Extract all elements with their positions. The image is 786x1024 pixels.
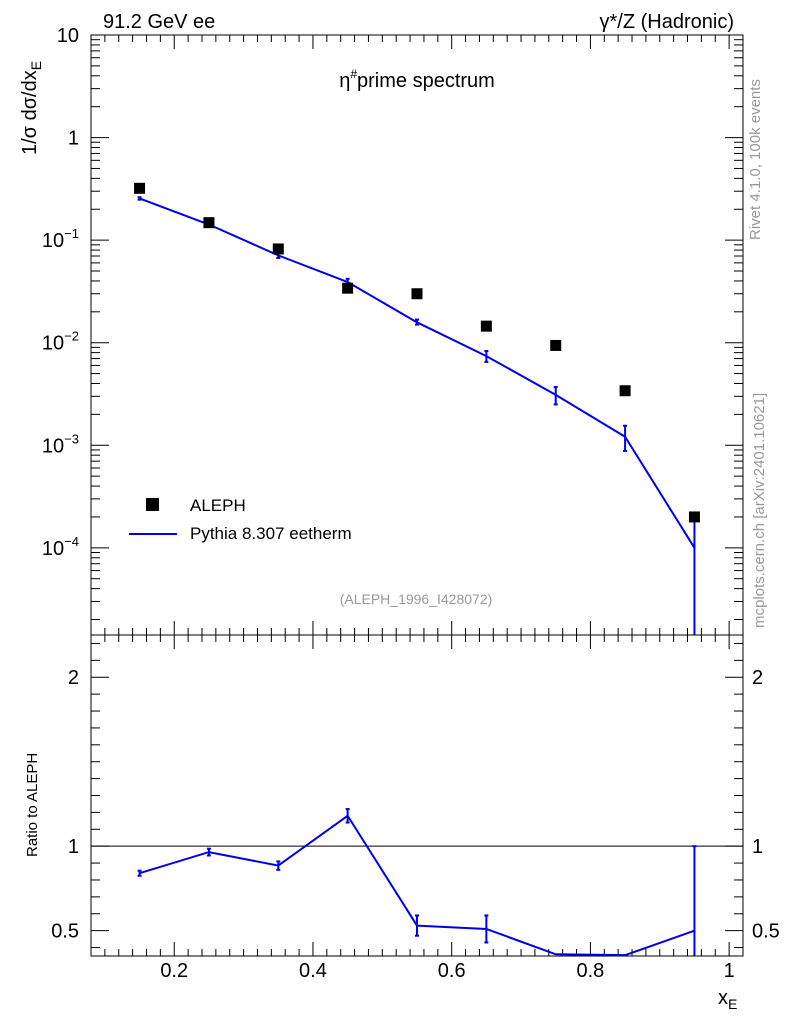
legend: ALEPH Pythia 8.307 eetherm — [129, 496, 352, 543]
energy-label: 91.2 GeV ee — [103, 11, 215, 33]
y-tick-label: 10−4 — [42, 534, 79, 560]
data-point — [480, 320, 492, 332]
legend-data-label: ALEPH — [190, 496, 246, 515]
data-point — [619, 385, 631, 397]
upper-axis-ticks — [90, 34, 743, 635]
upper-panel: 10 1 10−1 10−2 10−3 10−4 η#prime spectrum 1/σ… — [19, 25, 744, 636]
data-point — [411, 288, 423, 300]
plot-title: η#prime spectrum — [339, 67, 495, 92]
analysis-id: (ALEPH_1996_I428072) — [340, 591, 493, 607]
lower-tick-labels: 0.5 0.5 1 1 2 2 0.2 0.4 0.6 0.8 1 — [51, 667, 780, 982]
upper-y-axis-label: 1/σ dσ/dxE — [19, 61, 44, 155]
ratio-y-tick-label: 0.5 — [51, 921, 79, 943]
upper-frame — [90, 34, 744, 636]
mcplots-label: mcplots.cern.ch [arXiv:2401.10621] — [751, 393, 768, 628]
y-tick-label: 1 — [68, 128, 79, 150]
data-point — [688, 511, 700, 523]
ratio-error-bars — [137, 808, 697, 956]
lower-y-axis-label: Ratio to ALEPH — [24, 753, 41, 857]
y-tick-label: 10−3 — [42, 431, 79, 457]
x-tick-label: 0.8 — [576, 960, 604, 982]
rivet-version-label: Rivet 4.1.0, 100k events — [747, 79, 764, 240]
lower-panel: 0.5 0.5 1 1 2 2 0.2 0.4 0.6 0.8 1 Ratio to ALEPH x… — [24, 634, 780, 1012]
lower-frame — [90, 634, 744, 957]
process-label: γ*/Z (Hadronic) — [600, 11, 734, 33]
data-point — [550, 339, 562, 351]
ratio-y-tick-label-right: 1 — [752, 836, 763, 858]
legend-mc-label: Pythia 8.307 eetherm — [190, 524, 352, 543]
lower-axis-ticks — [90, 635, 743, 956]
x-axis-label: xE — [718, 987, 737, 1012]
data-point — [134, 182, 146, 194]
x-tick-label: 0.4 — [299, 960, 327, 982]
upper-y-tick-labels: 10 1 10−1 10−2 10−3 10−4 — [42, 25, 79, 560]
ratio-y-tick-label-right: 2 — [752, 667, 763, 689]
ratio-y-tick-label-right: 0.5 — [752, 921, 780, 943]
data-points — [134, 182, 700, 523]
data-point — [342, 282, 354, 294]
mc-error-bars — [137, 196, 697, 635]
x-tick-label: 0.6 — [438, 960, 466, 982]
y-tick-label: 10−2 — [42, 329, 79, 355]
y-tick-label: 10−1 — [42, 226, 79, 252]
data-point — [203, 217, 215, 229]
ratio-y-tick-label: 1 — [68, 836, 79, 858]
ratio-y-tick-label: 2 — [68, 667, 79, 689]
x-tick-label: 1 — [724, 960, 735, 982]
x-tick-label: 0.2 — [160, 960, 188, 982]
data-point — [272, 243, 284, 255]
legend-data-marker — [146, 498, 159, 511]
y-tick-label: 10 — [57, 25, 79, 47]
